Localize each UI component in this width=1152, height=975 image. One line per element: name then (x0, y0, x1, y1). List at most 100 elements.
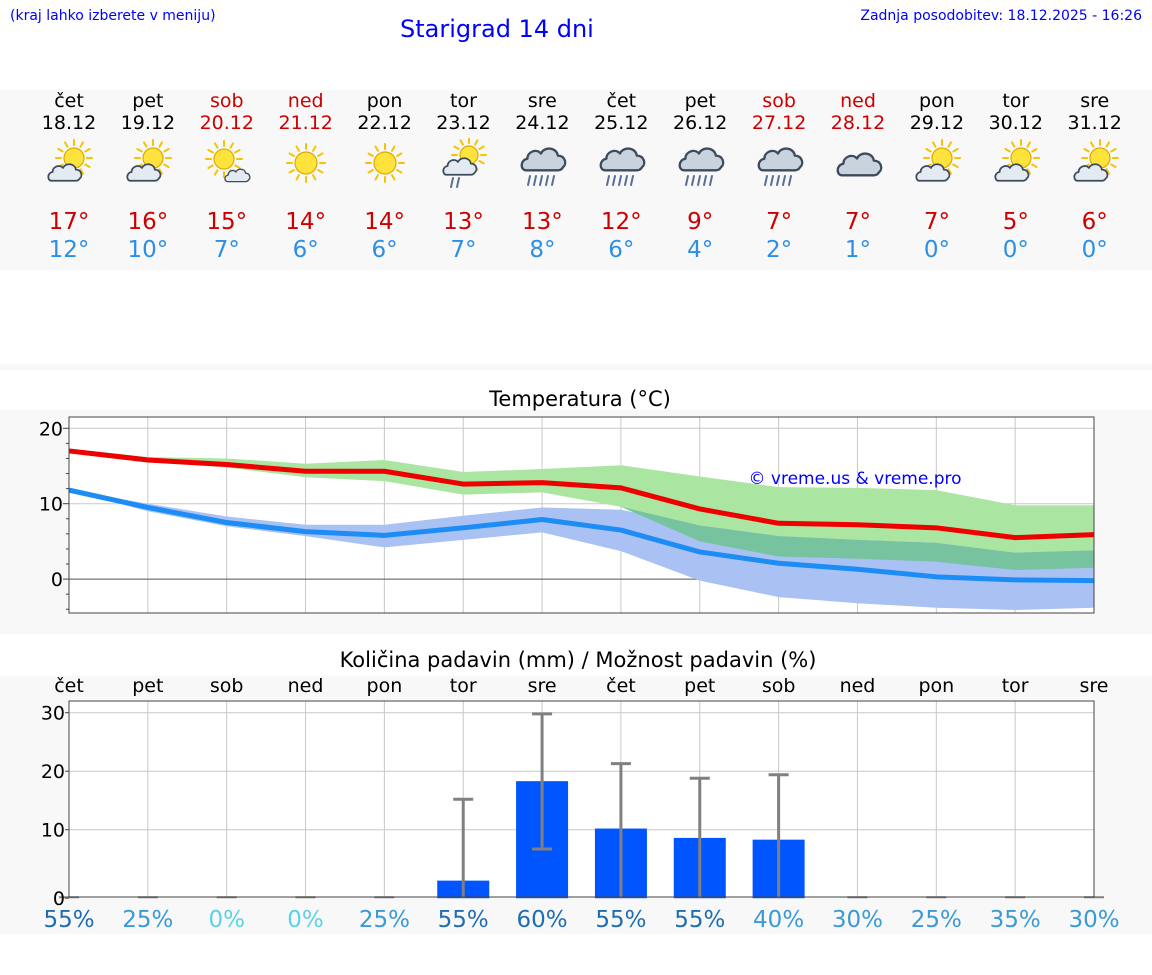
cloud-rain-icon (520, 147, 567, 186)
forecast-strip (0, 90, 1152, 270)
temp-min: 6° (292, 237, 319, 263)
y-tick-label: 30 (41, 703, 65, 725)
sun-cloud-light-rain-icon (441, 137, 487, 188)
precip-probability: 0% (208, 907, 245, 933)
cloud-rain-icon (757, 147, 804, 186)
sun-cloud-icon (126, 139, 172, 182)
day-date: 29.12 (909, 112, 965, 134)
temp-min: 0° (1081, 237, 1108, 263)
temp-max: 17° (48, 209, 90, 235)
day-date: 21.12 (278, 112, 333, 134)
precip-probability: 30% (832, 907, 883, 933)
day-date: 25.12 (594, 112, 649, 134)
sun-icon (285, 143, 326, 183)
category-label: sre (528, 675, 557, 697)
day-date: 30.12 (988, 112, 1043, 134)
day-date: 31.12 (1067, 112, 1122, 134)
precip-probability: 25% (911, 907, 962, 933)
temp-max: 13° (443, 209, 484, 235)
min-range-band (69, 490, 1094, 610)
day-column: sob 20.12 15° 7° (187, 90, 267, 264)
day-date: 19.12 (120, 112, 176, 134)
plot-frame (68, 416, 1095, 614)
day-column: čet 18.12 17° 12° (29, 90, 109, 264)
category-label: sob (762, 675, 796, 697)
precipitation-chart: čet pet sob ned pon tor sre čet pet sob ned pon tor s… (41, 675, 1120, 933)
y-tick-label: 0 (51, 569, 63, 591)
cloud-icon (836, 152, 883, 177)
category-label: tor (1002, 675, 1029, 697)
day-date: 26.12 (672, 112, 728, 134)
day-name: sob (762, 90, 796, 112)
day-column: sob 27.12 7° 2° (739, 90, 819, 264)
separator (0, 364, 1152, 370)
temp-min: 0° (1002, 237, 1029, 263)
page-title: Starigrad 14 dni (400, 15, 594, 43)
temp-min: 6° (608, 237, 635, 263)
temp-min: 12° (48, 237, 90, 263)
watermark: © vreme.us & vreme.pro (748, 469, 961, 489)
day-date: 24.12 (515, 112, 570, 134)
y-tick-label: 10 (39, 494, 63, 516)
min-temp-line (68, 487, 1095, 584)
precip-probability: 55% (595, 907, 646, 933)
sun-cloud-icon (47, 139, 93, 182)
day-name: pon (919, 90, 955, 112)
temp-max: 5° (1002, 209, 1029, 235)
max-temp-line (68, 448, 1095, 541)
day-name: ned (840, 90, 876, 112)
day-date: 27.12 (751, 112, 807, 134)
day-date: 20.12 (199, 112, 254, 134)
day-name: tor (450, 90, 477, 112)
overlap-band (69, 452, 1094, 571)
day-name: pet (684, 90, 716, 112)
category-label: čet (606, 675, 636, 697)
temp-max: 14° (364, 209, 405, 235)
day-column: ned 21.12 14° 6° (266, 90, 346, 264)
day-column: tor 30.12 5° 0° (976, 90, 1056, 264)
category-label: pon (918, 675, 954, 697)
temp-max: 15° (206, 209, 248, 235)
day-column: pet 26.12 9° 4° (660, 90, 740, 264)
temp-max: 16° (127, 209, 169, 235)
temp-min: 1° (844, 237, 872, 263)
temp-max: 12° (600, 209, 642, 235)
precip-probability: 30% (1068, 907, 1119, 933)
day-column: ned 28.12 7° 1° (818, 90, 898, 264)
precip-probability: 25% (122, 907, 173, 933)
day-name: sre (527, 90, 557, 112)
temp-min: 7° (213, 237, 240, 263)
precip-probability: 60% (517, 907, 568, 933)
temp-min: 4° (687, 237, 714, 263)
category-label: sre (1080, 675, 1109, 697)
category-label: pet (132, 675, 163, 697)
day-column: pon 29.12 7° 0° (897, 90, 977, 264)
sun-icon (364, 143, 405, 183)
temp-min: 0° (923, 237, 950, 263)
temp-max: 14° (285, 209, 327, 235)
category-label: ned (288, 675, 324, 697)
temp-min: 7° (450, 237, 477, 263)
day-column: pon 22.12 14° 6° (345, 90, 425, 264)
precip-probability: 55% (43, 907, 94, 933)
precip-probability: 35% (990, 907, 1041, 933)
day-column: sre 31.12 6° 0° (1055, 90, 1135, 264)
precipitation-chart-title: Količina padavin (mm) / Možnost padavin … (339, 648, 817, 672)
temp-min: 6° (371, 237, 398, 263)
temperature-chart-title: Temperatura (°C) (489, 387, 671, 411)
day-date: 28.12 (830, 112, 886, 134)
last-updated: Zadnja posodobitev: 18.12.2025 - 16:26 (860, 8, 1142, 24)
category-label: pon (367, 675, 403, 697)
precip-probability: 40% (753, 907, 804, 933)
y-tick-label: 20 (39, 418, 63, 440)
plot-frame (68, 700, 1095, 898)
temp-max: 9° (687, 209, 714, 235)
temp-max: 7° (766, 209, 793, 235)
y-tick-label: 0 (53, 888, 65, 910)
y-tick-label: 20 (41, 761, 65, 783)
temp-min: 10° (127, 237, 169, 263)
sun-cloud-icon (1073, 139, 1119, 182)
day-date: 22.12 (357, 112, 412, 134)
day-column: tor 23.12 13° 7° (424, 90, 504, 264)
category-label: sob (210, 675, 244, 697)
